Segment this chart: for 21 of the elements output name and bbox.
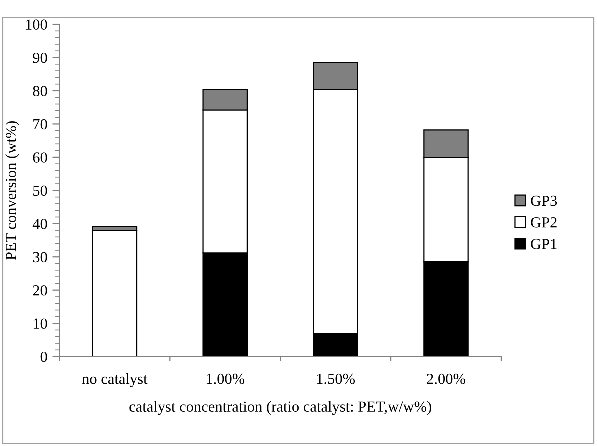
- y-tick-label: 70: [34, 119, 48, 130]
- x-tick-label: no catalyst: [82, 373, 148, 388]
- y-tick-label: 40: [32, 219, 48, 230]
- legend-label: GP3: [531, 196, 558, 206]
- x-tick-label: 1.00%: [206, 374, 245, 384]
- y-tick-label: 0: [40, 352, 48, 362]
- y-axis-title: PET conversion (wt%): [6, 121, 20, 260]
- x-tick-label: 1.50%: [317, 374, 356, 384]
- x-tick-label: 2.00%: [427, 374, 466, 384]
- y-tick-label: 100: [26, 20, 48, 30]
- bar: [92, 230, 138, 357]
- y-tick-label: 20: [33, 285, 48, 296]
- legend-label: GP1: [531, 239, 557, 250]
- y-tick-label: 60: [33, 152, 48, 163]
- y-tick-label: 30: [33, 252, 48, 263]
- y-tick-label: 50: [34, 186, 48, 196]
- y-tick-label: 10: [34, 318, 48, 330]
- y-tick-label: 80: [33, 86, 48, 96]
- legend-label: GP2: [531, 217, 557, 228]
- y-tick-label: 90: [33, 52, 48, 64]
- x-axis-title: catalyst concentration (ratio catalyst: PET,w/w%): [130, 401, 432, 416]
